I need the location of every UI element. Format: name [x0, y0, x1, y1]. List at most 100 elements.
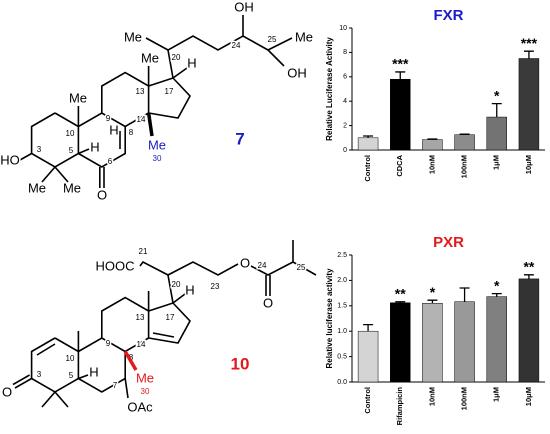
- bar: [454, 301, 475, 383]
- y-tick-label: 2: [343, 122, 347, 129]
- bond: [78, 337, 126, 393]
- bond: [145, 37, 169, 51]
- bond: [78, 148, 90, 155]
- bond: [139, 260, 169, 276]
- atom-label: Me: [124, 29, 142, 44]
- bar: [390, 78, 411, 151]
- atom-label: 6: [108, 157, 113, 166]
- error-bar: [363, 135, 374, 138]
- bar: [422, 303, 443, 383]
- y-tick-label: 0.5: [337, 353, 347, 360]
- atom-label: Me: [148, 137, 166, 152]
- x-tick-label: 10nM: [427, 387, 436, 406]
- bond: [152, 332, 175, 338]
- y-tick-label: 10: [339, 25, 347, 32]
- atom-label: 20: [172, 280, 181, 289]
- atom-label: 25: [297, 263, 306, 272]
- bond: [41, 391, 56, 408]
- chart-title: FXR: [434, 7, 464, 24]
- error-bar: [395, 301, 406, 303]
- bond: [12, 374, 30, 386]
- bond: [54, 166, 69, 183]
- atom-label: 24: [258, 261, 267, 270]
- bond: [101, 296, 150, 353]
- error-bar: [427, 138, 438, 140]
- x-tick-label: 1μM: [492, 155, 501, 170]
- atom-label: O: [263, 295, 273, 310]
- x-tick-label: Control: [363, 387, 372, 414]
- error-bar: [491, 292, 502, 297]
- atom-label: 24: [232, 41, 241, 50]
- y-tick-label: 0.0: [337, 379, 347, 386]
- error-bar: [459, 133, 470, 135]
- atom-label: 5: [69, 146, 74, 155]
- x-tick-label: CDCA: [395, 154, 404, 176]
- atom-label: 8: [129, 353, 134, 362]
- atom-label: 14: [137, 115, 146, 124]
- compound-number: 7: [235, 129, 244, 148]
- bar: [357, 137, 379, 151]
- bar: [486, 116, 507, 151]
- atom-label: 8: [129, 128, 134, 137]
- x-tick-label: 100nM: [460, 387, 469, 410]
- atom-label: 9: [106, 339, 111, 348]
- error-bar: [427, 299, 438, 304]
- bond: [250, 261, 294, 276]
- bond: [123, 350, 138, 371]
- bar: [518, 278, 540, 383]
- bond: [30, 337, 80, 393]
- y-tick-label: 0: [343, 147, 347, 154]
- atom-label: 5: [69, 371, 74, 380]
- significance-label: **: [395, 285, 406, 301]
- significance-label: *: [494, 277, 500, 293]
- atom-label: O: [2, 384, 12, 399]
- y-tick-label: 1.5: [337, 303, 347, 310]
- y-axis-label: Relative luciferase activity: [325, 268, 334, 369]
- bar: [486, 296, 507, 383]
- atom-label: Me: [141, 50, 159, 65]
- atom-label: 25: [268, 35, 277, 44]
- atom-label: 17: [165, 87, 174, 96]
- bond: [30, 112, 80, 168]
- atom-label: HO: [0, 152, 20, 167]
- bond: [148, 77, 191, 119]
- bond: [124, 378, 129, 399]
- atom-label: 20: [172, 53, 181, 62]
- atom-label: 13: [136, 313, 145, 322]
- atom-label: Me: [136, 370, 154, 385]
- atom-label: H: [109, 122, 118, 137]
- error-bar: [459, 287, 470, 302]
- atom-label: 14: [137, 340, 146, 349]
- atom-label: 3: [37, 370, 42, 379]
- error-bar: [523, 274, 534, 279]
- y-axis-label: Relative Luciferase Activity: [325, 37, 334, 141]
- atom-label: H: [90, 139, 99, 154]
- atom-label: 21: [139, 247, 148, 256]
- atom-label: 30: [141, 387, 150, 396]
- bar: [357, 330, 379, 383]
- bond: [41, 166, 56, 183]
- significance-label: *: [494, 87, 500, 103]
- atom-label: 10: [66, 354, 75, 363]
- x-tick-label: 1μM: [492, 387, 501, 402]
- atom-label: 13: [136, 87, 145, 96]
- y-tick-label: 8: [343, 49, 347, 56]
- atom-label: Me: [63, 180, 81, 195]
- atom-label: OH: [287, 65, 307, 80]
- bond: [167, 35, 269, 79]
- atom-label: OAc: [127, 399, 153, 414]
- bond: [172, 293, 186, 304]
- error-bar: [395, 71, 406, 80]
- error-bar: [523, 50, 534, 59]
- atom-label: O: [97, 187, 107, 202]
- bond: [167, 261, 239, 304]
- bond: [146, 112, 154, 137]
- atom-label: HOOC: [96, 258, 135, 273]
- bar: [390, 302, 411, 383]
- y-tick-label: 6: [343, 74, 347, 81]
- significance-label: **: [523, 259, 534, 275]
- atom-label: 17: [166, 313, 175, 322]
- bond: [78, 374, 89, 380]
- bond: [14, 377, 32, 389]
